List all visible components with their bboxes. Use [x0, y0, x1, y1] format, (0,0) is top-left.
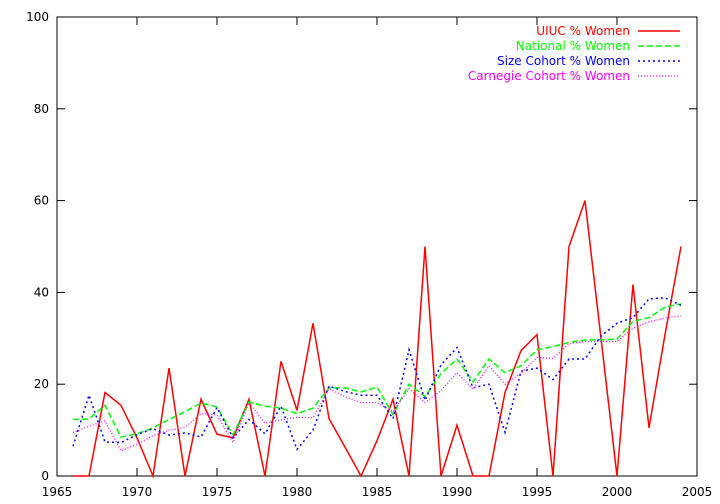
- y-tick-label: 0: [41, 469, 49, 483]
- series-line-0: [73, 200, 682, 479]
- x-tick-label: 1980: [282, 485, 313, 499]
- series-lines: [72, 200, 682, 479]
- x-tick-label: 1975: [202, 485, 233, 499]
- x-tick-label: 2005: [682, 485, 713, 499]
- legend-label-2: Size Cohort % Women: [497, 54, 630, 68]
- y-tick-label: 80: [34, 102, 49, 116]
- legend-label-0: UIUC % Women: [536, 24, 630, 38]
- series-line-1: [72, 303, 682, 438]
- y-tick-label: 60: [34, 194, 49, 208]
- x-tick-label: 2000: [602, 485, 633, 499]
- x-tick-label: 1985: [362, 485, 393, 499]
- x-tick-label: 1990: [442, 485, 473, 499]
- y-tick-label: 20: [34, 377, 49, 391]
- y-tick-label: 40: [34, 285, 49, 299]
- series-line-3: [72, 315, 682, 452]
- legend-label-1: National % Women: [516, 39, 630, 53]
- y-tick-label: 100: [26, 10, 49, 24]
- x-tick-label: 1995: [522, 485, 553, 499]
- legend-label-3: Carnegie Cohort % Women: [468, 69, 630, 83]
- plot-frame: [56, 16, 698, 477]
- series-line-2: [72, 297, 682, 451]
- x-tick-label: 1970: [122, 485, 153, 499]
- x-tick-label: 1965: [42, 485, 73, 499]
- axis-ticks: 1965 1970 1975 1980 1985 1990 1995 2000 2005 0 20 4…: [26, 10, 712, 499]
